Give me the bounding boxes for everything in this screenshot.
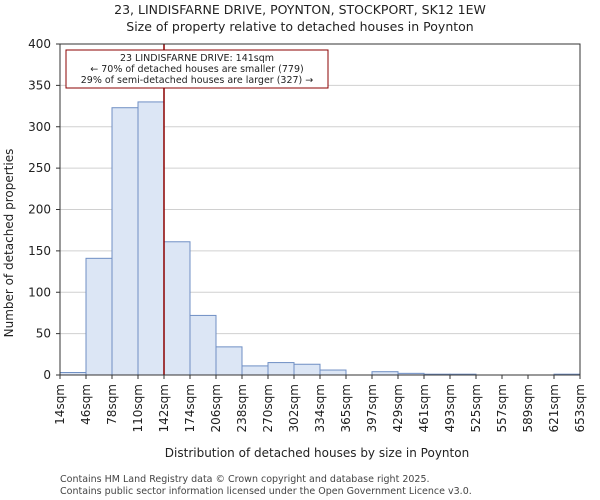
y-tick-label: 100 [28, 285, 51, 299]
x-tick-label: 334sqm [313, 384, 327, 432]
x-tick-label: 589sqm [521, 384, 535, 432]
y-tick-label: 350 [28, 78, 51, 92]
x-tick-label: 429sqm [391, 384, 405, 432]
x-tick-label: 397sqm [365, 384, 379, 432]
x-tick-label: 653sqm [573, 384, 587, 432]
x-tick-label: 493sqm [443, 384, 457, 432]
chart-title: 23, LINDISFARNE DRIVE, POYNTON, STOCKPOR… [114, 2, 486, 17]
x-tick-label: 270sqm [261, 384, 275, 432]
x-tick-label: 557sqm [495, 384, 509, 432]
y-tick-label: 250 [28, 161, 51, 175]
x-tick-label: 206sqm [209, 384, 223, 432]
x-tick-label: 461sqm [417, 384, 431, 432]
bar [85, 257, 113, 376]
x-tick-label: 621sqm [547, 384, 561, 432]
bar [137, 101, 165, 376]
x-tick-label: 78sqm [105, 384, 119, 425]
y-tick-labels: 0 50 100 150 200 250 300 350 400 [28, 37, 60, 382]
bar [267, 362, 295, 376]
footer-line-2: Contains public sector information licen… [60, 486, 472, 497]
annotation-line-3: 29% of semi-detached houses are larger (… [81, 75, 314, 86]
bar [241, 365, 269, 376]
bar [215, 346, 243, 376]
x-tick-label: 238sqm [235, 384, 249, 432]
bar [319, 369, 347, 376]
annotation-line-1: 23 LINDISFARNE DRIVE: 141sqm [120, 53, 274, 64]
x-tick-label: 142sqm [157, 384, 171, 432]
x-tick-label: 302sqm [287, 384, 301, 432]
x-axis-label: Distribution of detached houses by size … [165, 446, 469, 460]
x-tick-label: 365sqm [339, 384, 353, 432]
footer-line-1: Contains HM Land Registry data © Crown c… [60, 474, 430, 485]
y-axis-label: Number of detached properties [2, 149, 16, 338]
x-tick-label: 14sqm [53, 384, 67, 425]
y-tick-label: 0 [43, 368, 51, 382]
x-tick-labels: 14sqm 46sqm 78sqm 110sqm 142sqm 174sqm 206sqm 2… [53, 375, 587, 432]
y-tick-label: 50 [36, 327, 51, 341]
annotation-line-2: ← 70% of detached houses are smaller (77… [90, 64, 303, 75]
bar [189, 314, 217, 376]
x-tick-label: 174sqm [183, 384, 197, 432]
y-tick-label: 150 [28, 244, 51, 258]
bar [293, 363, 321, 376]
bar [163, 241, 191, 376]
chart-subtitle: Size of property relative to detached ho… [126, 19, 473, 34]
y-tick-label: 200 [28, 203, 51, 217]
x-tick-label: 46sqm [79, 384, 93, 425]
x-tick-label: 525sqm [469, 384, 483, 432]
x-tick-label: 110sqm [131, 384, 145, 432]
y-tick-label: 300 [28, 120, 51, 134]
y-tick-label: 400 [28, 37, 51, 51]
annotation-box [65, 49, 329, 89]
bar [111, 107, 139, 376]
